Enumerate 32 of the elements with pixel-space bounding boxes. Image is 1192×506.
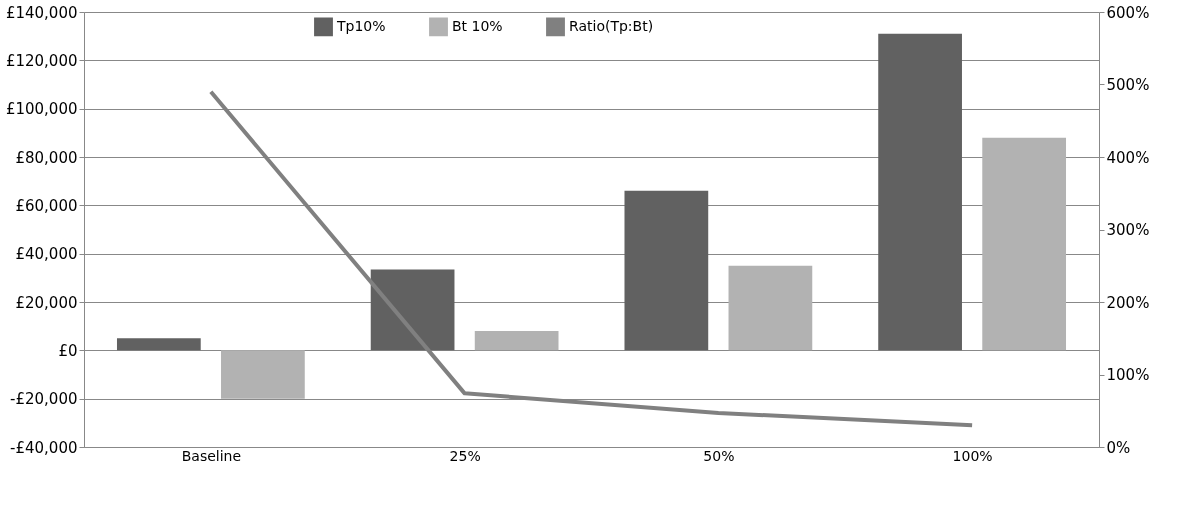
bar (624, 190, 709, 351)
bar (370, 269, 455, 351)
x-tick-label: 100% (952, 447, 993, 464)
y2-tick-label: 0% (1106, 438, 1131, 457)
bar (728, 265, 813, 351)
x-tick-label: 50% (703, 447, 735, 464)
bar (878, 33, 962, 351)
bar (221, 350, 305, 399)
legend-label: Ratio(Tp:Bt) (569, 17, 654, 34)
y-tick-label: £100,000 (5, 100, 78, 119)
y2-tick-label: 300% (1106, 221, 1150, 239)
bar (474, 331, 559, 351)
x-tick-label: 25% (449, 447, 481, 464)
y-tick-label: £80,000 (15, 148, 78, 167)
bar (982, 137, 1067, 351)
y-tick-label: £120,000 (5, 51, 78, 70)
y-tick-label: -£20,000 (10, 390, 78, 409)
y2-tick-label: 200% (1106, 293, 1150, 312)
y-tick-label: £20,000 (15, 293, 78, 312)
y-tick-label: £0 (58, 341, 78, 360)
bar (116, 338, 201, 351)
y2-tick-label: 500% (1106, 76, 1150, 94)
y2-tick-label: 600% (1106, 3, 1150, 22)
legend-label: Bt 10% (452, 17, 503, 34)
x-tick-label: Baseline (181, 447, 242, 464)
y-tick-label: £140,000 (5, 3, 78, 22)
y2-tick-label: 400% (1106, 148, 1150, 167)
y-tick-label: £40,000 (15, 245, 78, 264)
y-tick-label: -£40,000 (10, 438, 78, 457)
y2-tick-label: 100% (1106, 366, 1150, 384)
legend-label: Tp10% (336, 17, 386, 34)
y-tick-label: £60,000 (15, 196, 78, 215)
